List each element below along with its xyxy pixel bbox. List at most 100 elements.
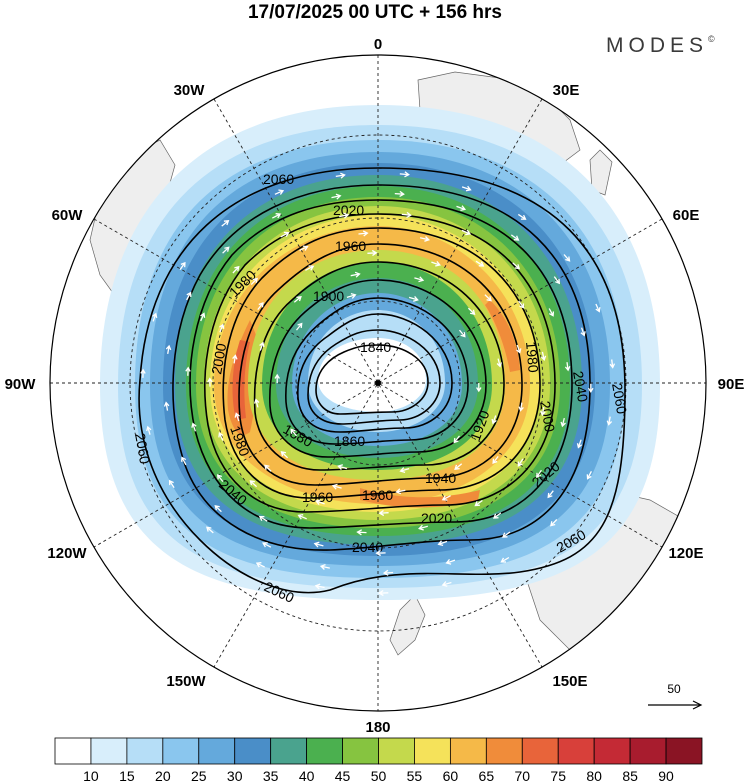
colorbar-swatch bbox=[126, 737, 164, 765]
colorbar-swatch bbox=[306, 737, 343, 765]
wind-arrow bbox=[512, 262, 521, 270]
wind-arrow bbox=[295, 322, 303, 331]
wind-arrow bbox=[378, 589, 389, 597]
colorbar-swatch bbox=[485, 737, 523, 765]
contour-2000 bbox=[204, 213, 556, 513]
contour-label-1960: 1960 bbox=[335, 238, 366, 254]
wind-arrow bbox=[518, 300, 525, 309]
wind-arrow bbox=[458, 329, 466, 338]
wind-arrow bbox=[315, 499, 325, 506]
south-pole-marker bbox=[375, 380, 381, 386]
contour-label-2040: 2040 bbox=[570, 370, 591, 404]
colorbar-label: 85 bbox=[622, 768, 638, 782]
colorbar-swatch bbox=[162, 737, 200, 765]
wind-arrow bbox=[580, 327, 586, 337]
wind-arrow bbox=[461, 229, 472, 236]
lon-label-90e: 90E bbox=[718, 376, 745, 393]
wind-arrow bbox=[496, 358, 503, 368]
meridian-60e-120w bbox=[93, 218, 663, 548]
colorbar-swatch bbox=[342, 737, 379, 765]
contour-labels: 1840 1860 1880 1900 1920 1940 1960 1980 … bbox=[132, 171, 630, 606]
lon-label-60w: 60W bbox=[52, 207, 84, 224]
wind-arrow bbox=[272, 213, 282, 219]
contour-label-2060: 2060 bbox=[263, 171, 294, 187]
contour-label-2020-south: 2020 bbox=[421, 510, 452, 526]
wind-arrow bbox=[606, 416, 613, 426]
contour-label-1960-south: 1960 bbox=[302, 489, 333, 505]
colorbar-swatch bbox=[234, 737, 272, 765]
wind-arrow bbox=[168, 479, 175, 489]
wind-arrow bbox=[293, 296, 302, 303]
wind-arrow bbox=[185, 366, 191, 376]
wind-arrow bbox=[564, 362, 571, 372]
colorbar-swatch bbox=[90, 737, 128, 765]
wind-arrow bbox=[553, 276, 561, 285]
wind-reference-arrow-head bbox=[692, 700, 703, 710]
wind-arrow bbox=[335, 172, 346, 179]
contour-1880 bbox=[297, 313, 453, 433]
contour-1860 bbox=[307, 329, 441, 425]
wind-arrow bbox=[331, 193, 342, 200]
lon-label-90w: 90W bbox=[5, 376, 37, 393]
wind-arrow bbox=[218, 431, 224, 441]
wind-arrow bbox=[280, 231, 290, 238]
wind-vectors bbox=[140, 171, 616, 597]
colorbar-label: 30 bbox=[227, 768, 243, 782]
wind-arrow bbox=[484, 294, 492, 302]
wind-arrow bbox=[290, 428, 298, 437]
colorbar-swatch bbox=[449, 737, 487, 765]
shade-band-70-east bbox=[485, 300, 520, 372]
wind-arrow bbox=[319, 563, 330, 570]
wind-arrow bbox=[378, 509, 389, 517]
wind-arrow bbox=[401, 211, 412, 218]
wind-arrow bbox=[441, 495, 451, 501]
map-content: 1840 1860 1880 1900 1920 1940 1960 1980 … bbox=[50, 55, 706, 711]
shade-band-70-south bbox=[360, 488, 480, 508]
colorbar-label: 40 bbox=[299, 768, 315, 782]
shade-band-75 bbox=[232, 340, 250, 420]
meridian-30w-150e bbox=[213, 98, 543, 668]
colorbar-label: 25 bbox=[191, 768, 207, 782]
wind-arrow bbox=[146, 425, 152, 435]
wind-arrow bbox=[259, 341, 265, 351]
wind-arrow bbox=[163, 401, 170, 411]
wind-arrow bbox=[540, 351, 547, 361]
wind-reference-label: 50 bbox=[667, 682, 681, 696]
wind-arrow bbox=[493, 512, 502, 519]
colorbar-label: 90 bbox=[658, 768, 674, 782]
wind-arrow bbox=[491, 415, 497, 425]
contour-2040 bbox=[172, 184, 591, 551]
contour-1900 bbox=[285, 297, 469, 445]
colorbar-label: 65 bbox=[479, 768, 495, 782]
colorbar-swatch bbox=[54, 737, 92, 765]
wind-arrow bbox=[408, 295, 419, 302]
contour-label-1960-south-b: 1960 bbox=[362, 487, 393, 503]
wind-arrow bbox=[274, 373, 280, 383]
wind-arrow bbox=[314, 583, 325, 590]
contour-1940 bbox=[253, 261, 505, 471]
wind-arrow bbox=[367, 249, 378, 257]
wind-arrow bbox=[467, 307, 476, 315]
lon-label-30e: 30E bbox=[553, 82, 580, 99]
wind-arrow bbox=[346, 292, 357, 299]
meridian-30e-150w bbox=[213, 98, 543, 668]
wind-arrow bbox=[234, 412, 240, 422]
colorbar-swatch bbox=[629, 737, 667, 765]
contour-label-1980-east: 1980 bbox=[523, 341, 542, 374]
wind-arrow bbox=[249, 480, 258, 488]
wind-arrow bbox=[536, 469, 542, 479]
wind-arrow bbox=[375, 549, 386, 557]
wind-arrow bbox=[540, 406, 546, 417]
contour-2060 bbox=[138, 167, 626, 594]
wind-arrow bbox=[453, 435, 461, 444]
contour-label-2060-east: 2060 bbox=[609, 382, 630, 416]
colorbar-swatch bbox=[414, 737, 451, 765]
wind-arrow bbox=[313, 541, 324, 548]
wind-arrow bbox=[222, 246, 230, 254]
wind-arrow bbox=[232, 265, 240, 274]
colorbar-label: 70 bbox=[514, 768, 530, 782]
wind-arrow bbox=[456, 205, 467, 212]
wind-arrow bbox=[280, 451, 289, 459]
brand-logo: MODES© bbox=[606, 34, 715, 58]
